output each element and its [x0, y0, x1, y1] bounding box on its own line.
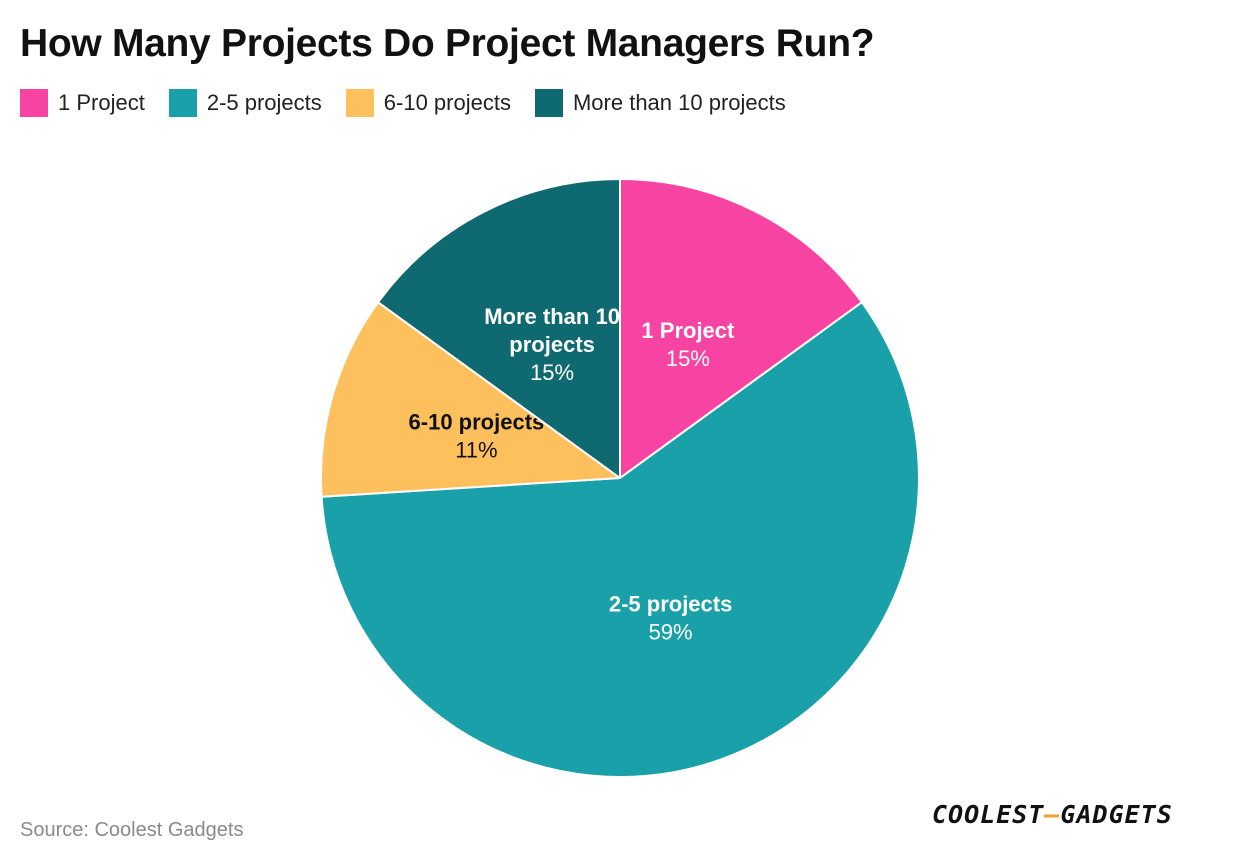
legend-label: 1 Project	[58, 90, 145, 115]
slice-label-6-10-projects: 6-10 projects 11%	[409, 409, 545, 462]
slice-label-2-5-projects: 2-5 projects 59%	[609, 592, 733, 645]
legend-item-2-5-projects: 2-5 projects	[168, 89, 322, 117]
legend-item-6-10-projects: 6-10 projects	[345, 89, 511, 117]
slice-value: 11%	[455, 437, 497, 462]
slice-name: More than 10	[484, 304, 620, 329]
coolest-gadgets-logo: COOLEST—GADGETS	[932, 800, 1173, 829]
source-note: Source: Coolest Gadgets	[20, 819, 244, 841]
legend-label: 2-5 projects	[206, 90, 322, 115]
legend-item-1-project: 1 Project	[20, 89, 145, 117]
legend-swatch	[534, 89, 563, 117]
logo-text-left: COOLEST	[932, 800, 1045, 829]
slice-value: 15%	[530, 360, 574, 385]
pie-slice-more-than-10-projects	[377, 178, 621, 479]
slice-value: 59%	[649, 620, 693, 645]
legend-label: 6-10 projects	[383, 90, 511, 115]
slice-name: 1 Project	[641, 318, 735, 343]
pie-slice-2-5-projects	[320, 301, 920, 778]
legend-swatch	[20, 89, 48, 117]
slice-name: projects	[509, 332, 595, 357]
legend-swatch	[345, 89, 374, 117]
chart-title: How Many Projects Do Project Managers Ru…	[20, 22, 875, 65]
legend-item-more-than-10-projects: More than 10 projects	[534, 89, 786, 117]
pie-slice-1-project	[619, 178, 863, 479]
slice-value: 15%	[666, 346, 710, 371]
slice-name: 2-5 projects	[609, 592, 733, 617]
legend-label: More than 10 projects	[572, 90, 786, 115]
slice-label-more-than-10-projects: More than 10 projects 15%	[484, 304, 620, 385]
logo-dash: —	[1044, 800, 1061, 829]
logo-text-right: GADGETS	[1060, 800, 1173, 829]
slice-label-1-project: 1 Project 15%	[641, 318, 735, 371]
chart-legend: 1 Project 2-5 projects 6-10 projects More t…	[20, 89, 810, 117]
legend-swatch	[168, 89, 197, 117]
pie-slice-6-10-projects	[320, 301, 621, 498]
slice-name: 6-10 projects	[409, 409, 545, 434]
